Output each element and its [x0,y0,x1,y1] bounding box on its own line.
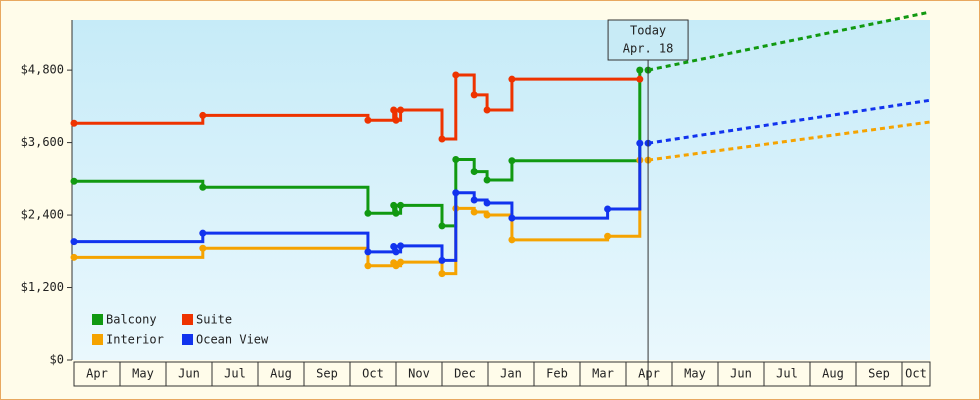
y-tick-label: $4,800 [21,63,64,77]
point [199,229,207,237]
y-tick-label: $3,600 [21,135,64,149]
x-tick-label: Aug [822,367,844,381]
x-tick-label: Jan [500,367,522,381]
legend-swatch [182,334,193,345]
y-tick-label: $1,200 [21,280,64,294]
point [392,209,400,217]
point [508,75,516,83]
series-line [74,70,642,228]
x-axis-box [73,361,931,387]
x-tick-label: Jul [776,367,798,381]
x-tick-label: Mar [592,367,614,381]
x-tick-label: Oct [905,367,927,381]
point [636,66,644,74]
legend-swatch [92,314,103,325]
x-tick-label: Jun [730,367,752,381]
point [604,232,612,240]
y-tick-label: $2,400 [21,208,64,222]
point [483,199,491,207]
point [483,176,491,184]
x-tick-label: May [684,367,706,381]
x-tick-label: Dec [454,367,476,381]
point [70,119,78,127]
point [483,211,491,219]
point [452,71,460,79]
x-tick-label: Feb [546,367,568,381]
point [452,156,460,164]
point [364,116,372,124]
point [397,106,405,114]
today-label: Apr. 18 [623,42,674,56]
point [452,189,460,197]
point [199,183,207,191]
point [70,177,78,185]
point [508,214,516,222]
point [199,111,207,119]
legend-label: Suite [196,313,232,327]
x-tick-label: Nov [408,367,430,381]
point [470,208,478,216]
point [397,242,405,250]
point [364,262,372,270]
point [392,248,400,256]
forecast-line [647,98,930,145]
x-tick-label: Oct [362,367,384,381]
x-tick-label: May [132,367,154,381]
point [390,242,398,250]
point [470,91,478,99]
forecast-line [647,120,930,162]
point [397,258,405,266]
legend-label: Ocean View [196,333,269,347]
point [199,244,207,252]
point [438,270,446,278]
point [604,205,612,213]
point [70,253,78,261]
x-tick-label: Jul [224,367,246,381]
point [483,106,491,114]
legend-swatch [182,314,193,325]
point [390,106,398,114]
point [508,236,516,244]
point [470,168,478,176]
point [508,157,516,165]
point [438,256,446,264]
y-tick-label: $0 [50,353,64,367]
legend-label: Balcony [106,313,157,327]
point [438,222,446,230]
point [397,201,405,209]
point [470,196,478,204]
plot-area [72,20,930,360]
x-tick-label: Jun [178,367,200,381]
legend-label: Interior [106,333,164,347]
point [636,139,644,147]
forecast-line [647,10,930,72]
point [364,209,372,217]
point [636,75,644,83]
point [70,238,78,246]
today-box [607,19,689,61]
point [364,248,372,256]
x-tick-label: Sep [316,367,338,381]
x-tick-label: Apr [86,367,108,381]
today-label: Today [630,24,666,38]
x-tick-label: Sep [868,367,890,381]
point [438,135,446,143]
point [390,201,398,209]
point [392,116,400,124]
x-tick-label: Apr [638,367,660,381]
x-tick-label: Aug [270,367,292,381]
legend-swatch [92,334,103,345]
